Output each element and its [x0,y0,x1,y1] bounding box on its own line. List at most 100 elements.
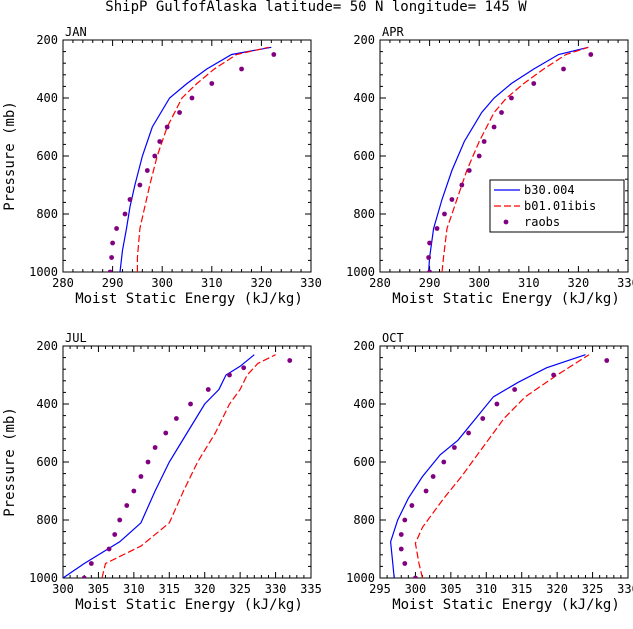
series-raobs-point [122,211,128,217]
series-raobs-point [480,416,486,421]
plot-frame [62,345,312,579]
x-tick-label: 310 [518,276,540,290]
series-raobs-point [531,81,537,86]
y-axis-label: Pressure (mb) [2,407,18,517]
y-tick-label: 600 [353,149,375,163]
x-tick-label: 315 [158,582,180,596]
series-raobs-point [442,211,447,217]
panel-jul: 300 305 310 315 320 325 330 335 200 400 600 800 1000… [2,331,322,613]
series-raobs-point [271,52,277,57]
series-raobs-point [241,365,247,371]
series-raobs-point [430,474,436,479]
series-raobs-point [481,139,487,144]
plot-frame [379,39,629,273]
panel-label: JAN [65,25,87,39]
x-tick-label: 315 [511,582,533,596]
panel-label: JUL [65,331,87,345]
x-tick-label: 330 [617,276,633,290]
series-raobs-point [137,182,143,188]
series-raobs-point [152,445,158,450]
x-axis-label: Moist Static Energy (kJ/kg) [75,291,303,307]
series-raobs-point [476,153,482,159]
panel-apr: 280 290 300 310 320 330 200 400 600 800 1000 APR Moi… [346,25,633,307]
y-tick-label: 200 [36,33,58,47]
series-raobs-point [109,255,115,260]
series-b30-004-line [119,46,272,272]
panel-jan: 280 290 300 310 320 330 200 400 600 800 1000 JAN Moi… [2,25,322,307]
series-b30-004-line [389,354,586,578]
x-tick-label: 290 [419,276,441,290]
x-tick-label: 330 [265,582,287,596]
plot-frame [379,345,629,579]
x-tick-label: 310 [475,582,497,596]
y-tick-label: 400 [353,91,375,105]
series-raobs-point [466,430,471,436]
series-raobs-point [491,124,497,130]
legend-marker [503,219,509,225]
series-raobs-point [110,240,115,246]
x-tick-label: 310 [201,276,223,290]
series-raobs-point [138,474,144,479]
x-tick-label: 335 [300,582,322,596]
y-tick-label: 800 [353,207,375,221]
series-raobs-point [551,372,556,378]
series-raobs-point [287,358,293,363]
series-raobs-point [509,95,514,101]
series-raobs-point [423,488,429,494]
plot-data [63,354,293,578]
series-b01-01ibis-line [414,354,590,578]
series-raobs-point [205,387,211,392]
series-raobs-point [402,517,408,523]
y-tick-label: 600 [353,455,375,469]
series-raobs-point [114,226,119,231]
series-raobs-point [441,459,447,465]
x-tick-label: 330 [617,582,633,596]
y-tick-label: 400 [36,397,58,411]
figure-title: ShipP GulfofAlaska latitude= 50 N longit… [105,0,527,15]
series-raobs-point [131,488,137,494]
plot-data [389,354,610,578]
series-b30-004-line [63,354,255,578]
series-raobs-point [427,269,432,272]
y-tick-label: 400 [36,91,58,105]
y-tick-label: 600 [36,149,58,163]
plot-data [107,46,277,272]
series-raobs-point [494,401,500,407]
series-raobs-point [398,532,404,537]
x-tick-label: 310 [123,582,145,596]
series-raobs-point [409,503,415,508]
series-raobs-point [398,546,404,552]
y-axis-label: Pressure (mb) [2,101,18,211]
y-tick-label: 600 [36,455,58,469]
series-raobs-point [452,445,457,450]
y-tick-label: 1000 [29,571,58,585]
y-tick-label: 800 [36,513,58,527]
series-raobs-point [239,66,244,72]
series-raobs-point [466,168,472,173]
x-tick-label: 290 [102,276,124,290]
series-raobs-point [188,401,193,407]
series-raobs-point [604,358,610,363]
y-tick-label: 1000 [346,571,375,585]
x-tick-label: 295 [369,582,391,596]
series-raobs-point [117,517,123,523]
legend-label: raobs [524,215,560,229]
series-raobs-point [173,416,179,421]
series-raobs-point [164,124,170,130]
x-tick-label: 325 [582,582,604,596]
series-raobs-point [163,430,169,436]
plot-data [426,46,594,272]
x-axis-label: Moist Static Energy (kJ/kg) [392,597,620,613]
x-tick-label: 320 [251,276,273,290]
x-tick-label: 280 [369,276,391,290]
series-raobs-point [449,197,455,202]
series-raobs-point [561,66,566,72]
series-raobs-point [124,503,130,508]
series-raobs-point [145,459,151,465]
series-b01-01ibis-line [441,46,589,272]
y-tick-label: 1000 [29,265,58,279]
series-raobs-point [189,95,195,101]
x-tick-label: 305 [440,582,462,596]
series-raobs-point [127,197,133,202]
x-tick-label: 305 [88,582,110,596]
